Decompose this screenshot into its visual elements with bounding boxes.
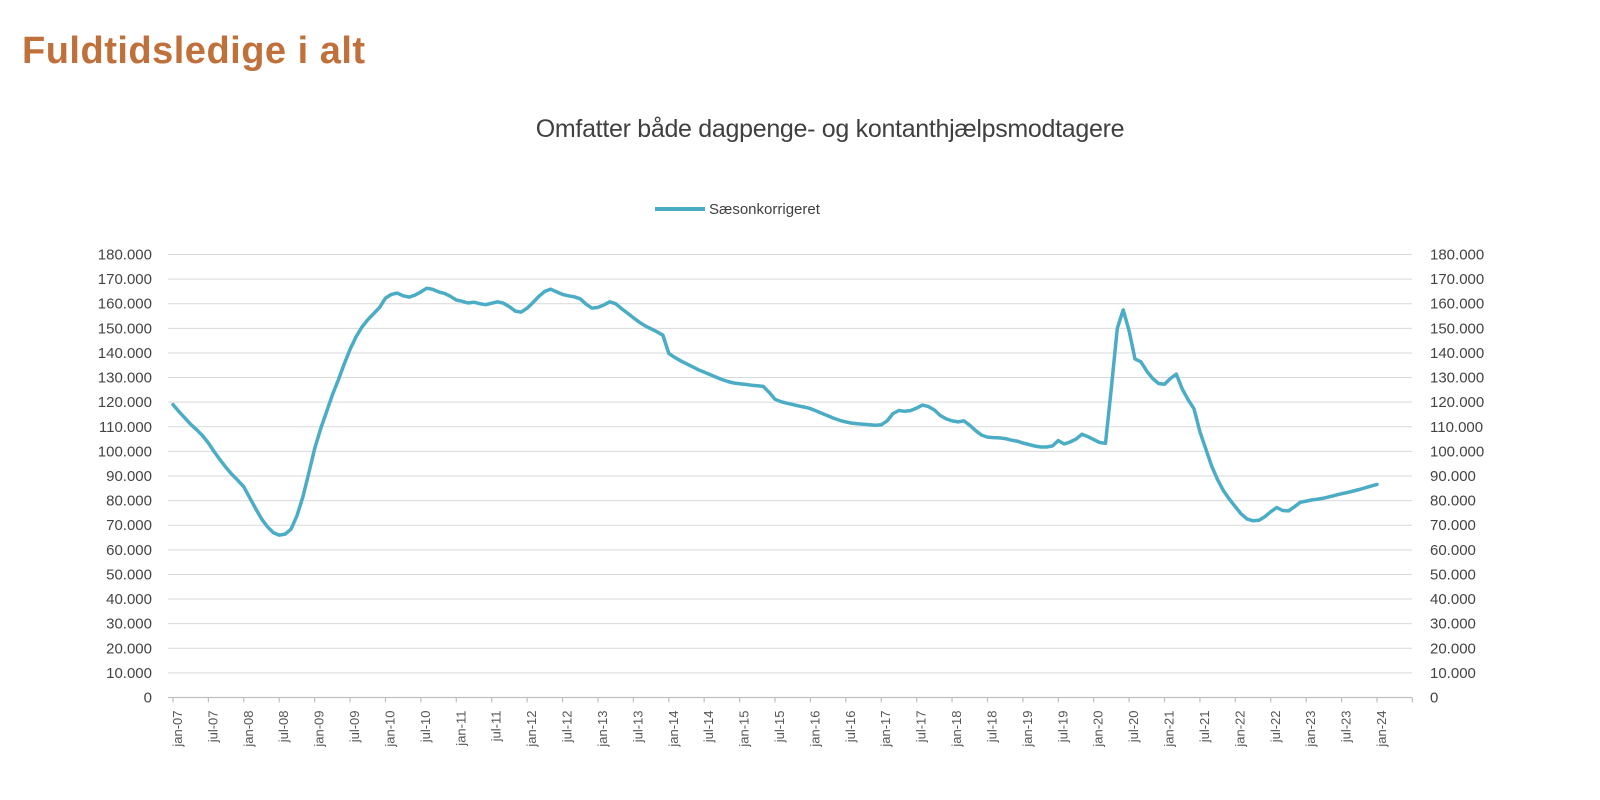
svg-text:150.000: 150.000: [1430, 320, 1484, 337]
svg-text:jul-20: jul-20: [1126, 711, 1141, 744]
svg-text:jul-23: jul-23: [1339, 711, 1354, 744]
svg-text:120.000: 120.000: [98, 394, 152, 411]
svg-text:jul-14: jul-14: [701, 711, 716, 744]
svg-text:50.000: 50.000: [106, 566, 152, 583]
svg-text:jan-19: jan-19: [1020, 711, 1035, 748]
svg-text:90.000: 90.000: [106, 468, 152, 485]
legend-label: Sæsonkorrigeret: [709, 200, 820, 218]
svg-text:jul-18: jul-18: [984, 711, 999, 744]
svg-text:jul-11: jul-11: [489, 711, 504, 743]
svg-text:20.000: 20.000: [106, 640, 152, 657]
svg-text:60.000: 60.000: [1430, 542, 1476, 559]
svg-text:jan-14: jan-14: [666, 711, 681, 748]
svg-text:30.000: 30.000: [106, 616, 152, 633]
svg-text:jul-19: jul-19: [1055, 711, 1070, 744]
svg-text:jan-17: jan-17: [878, 711, 893, 748]
svg-text:120.000: 120.000: [1430, 394, 1484, 411]
svg-text:70.000: 70.000: [106, 517, 152, 534]
svg-text:jan-21: jan-21: [1162, 711, 1177, 748]
svg-text:jan-16: jan-16: [807, 711, 822, 748]
svg-text:40.000: 40.000: [106, 591, 152, 608]
svg-text:110.000: 110.000: [99, 419, 152, 436]
svg-text:60.000: 60.000: [106, 542, 152, 559]
svg-text:140.000: 140.000: [98, 345, 152, 362]
y-axis-labels-right: 0 10.000 20.000 30.000 40.000 50.000 60.000 70.…: [1430, 247, 1484, 707]
svg-text:80.000: 80.000: [1430, 493, 1476, 510]
svg-text:jan-12: jan-12: [524, 711, 539, 748]
svg-text:jan-22: jan-22: [1232, 711, 1247, 748]
x-axis-labels: jan-07 jul-07 jan-08 jul-08 jan-09 jul-09 jan-…: [170, 711, 1389, 748]
x-axis: [168, 696, 1414, 703]
svg-text:160.000: 160.000: [1430, 296, 1484, 313]
svg-text:jul-09: jul-09: [347, 711, 362, 744]
series-line-saesonkorrigeret: [171, 286, 1379, 537]
svg-text:80.000: 80.000: [106, 493, 152, 510]
svg-text:jan-24: jan-24: [1374, 711, 1389, 748]
svg-text:40.000: 40.000: [1430, 591, 1476, 608]
svg-text:10.000: 10.000: [106, 665, 152, 682]
svg-text:jan-23: jan-23: [1303, 711, 1318, 748]
svg-text:jan-20: jan-20: [1091, 711, 1106, 748]
svg-text:20.000: 20.000: [1430, 640, 1476, 657]
svg-text:jan-13: jan-13: [595, 711, 610, 748]
svg-text:180.000: 180.000: [98, 247, 152, 264]
svg-text:30.000: 30.000: [1430, 616, 1476, 633]
svg-text:jan-11: jan-11: [453, 711, 468, 747]
svg-text:0: 0: [1430, 690, 1438, 707]
chart-title: Omfatter både dagpenge- og kontanthjælps…: [535, 115, 1125, 143]
svg-text:100.000: 100.000: [1430, 443, 1484, 460]
svg-text:90.000: 90.000: [1430, 468, 1476, 485]
svg-text:0: 0: [144, 690, 152, 707]
svg-text:170.000: 170.000: [1430, 271, 1484, 288]
svg-text:jul-22: jul-22: [1268, 711, 1283, 744]
gridlines: [168, 254, 1412, 674]
svg-text:jul-12: jul-12: [560, 711, 575, 744]
svg-text:jan-07: jan-07: [170, 711, 185, 748]
svg-text:jul-17: jul-17: [914, 711, 929, 744]
svg-text:jul-16: jul-16: [843, 711, 858, 744]
svg-text:jan-08: jan-08: [241, 711, 256, 748]
svg-text:160.000: 160.000: [98, 296, 152, 313]
svg-text:50.000: 50.000: [1430, 566, 1476, 583]
svg-text:10.000: 10.000: [1430, 665, 1476, 682]
svg-text:70.000: 70.000: [1430, 517, 1476, 534]
svg-text:110.000: 110.000: [1430, 419, 1483, 436]
svg-text:180.000: 180.000: [1430, 247, 1484, 264]
svg-text:jul-15: jul-15: [772, 711, 787, 744]
svg-text:140.000: 140.000: [1430, 345, 1484, 362]
svg-text:jan-18: jan-18: [949, 711, 964, 748]
svg-text:130.000: 130.000: [98, 370, 152, 387]
page-title: Fuldtidsledige i alt: [22, 30, 366, 72]
svg-text:150.000: 150.000: [98, 320, 152, 337]
svg-text:jul-07: jul-07: [205, 711, 220, 744]
svg-text:jan-09: jan-09: [312, 711, 327, 748]
svg-text:jan-15: jan-15: [737, 711, 752, 748]
svg-text:jul-08: jul-08: [276, 711, 291, 744]
svg-text:jan-10: jan-10: [382, 711, 397, 748]
svg-text:jul-10: jul-10: [418, 711, 433, 744]
svg-text:100.000: 100.000: [98, 443, 152, 460]
svg-text:jul-21: jul-21: [1197, 711, 1212, 744]
svg-text:130.000: 130.000: [1430, 370, 1484, 387]
legend-line-marker: [655, 207, 705, 211]
svg-text:170.000: 170.000: [98, 271, 152, 288]
chart-legend: Sæsonkorrigeret: [655, 199, 820, 219]
svg-text:jul-13: jul-13: [630, 711, 645, 744]
y-axis-labels-left: 0 10.000 20.000 30.000 40.000 50.000 60.000 70.…: [98, 247, 152, 707]
